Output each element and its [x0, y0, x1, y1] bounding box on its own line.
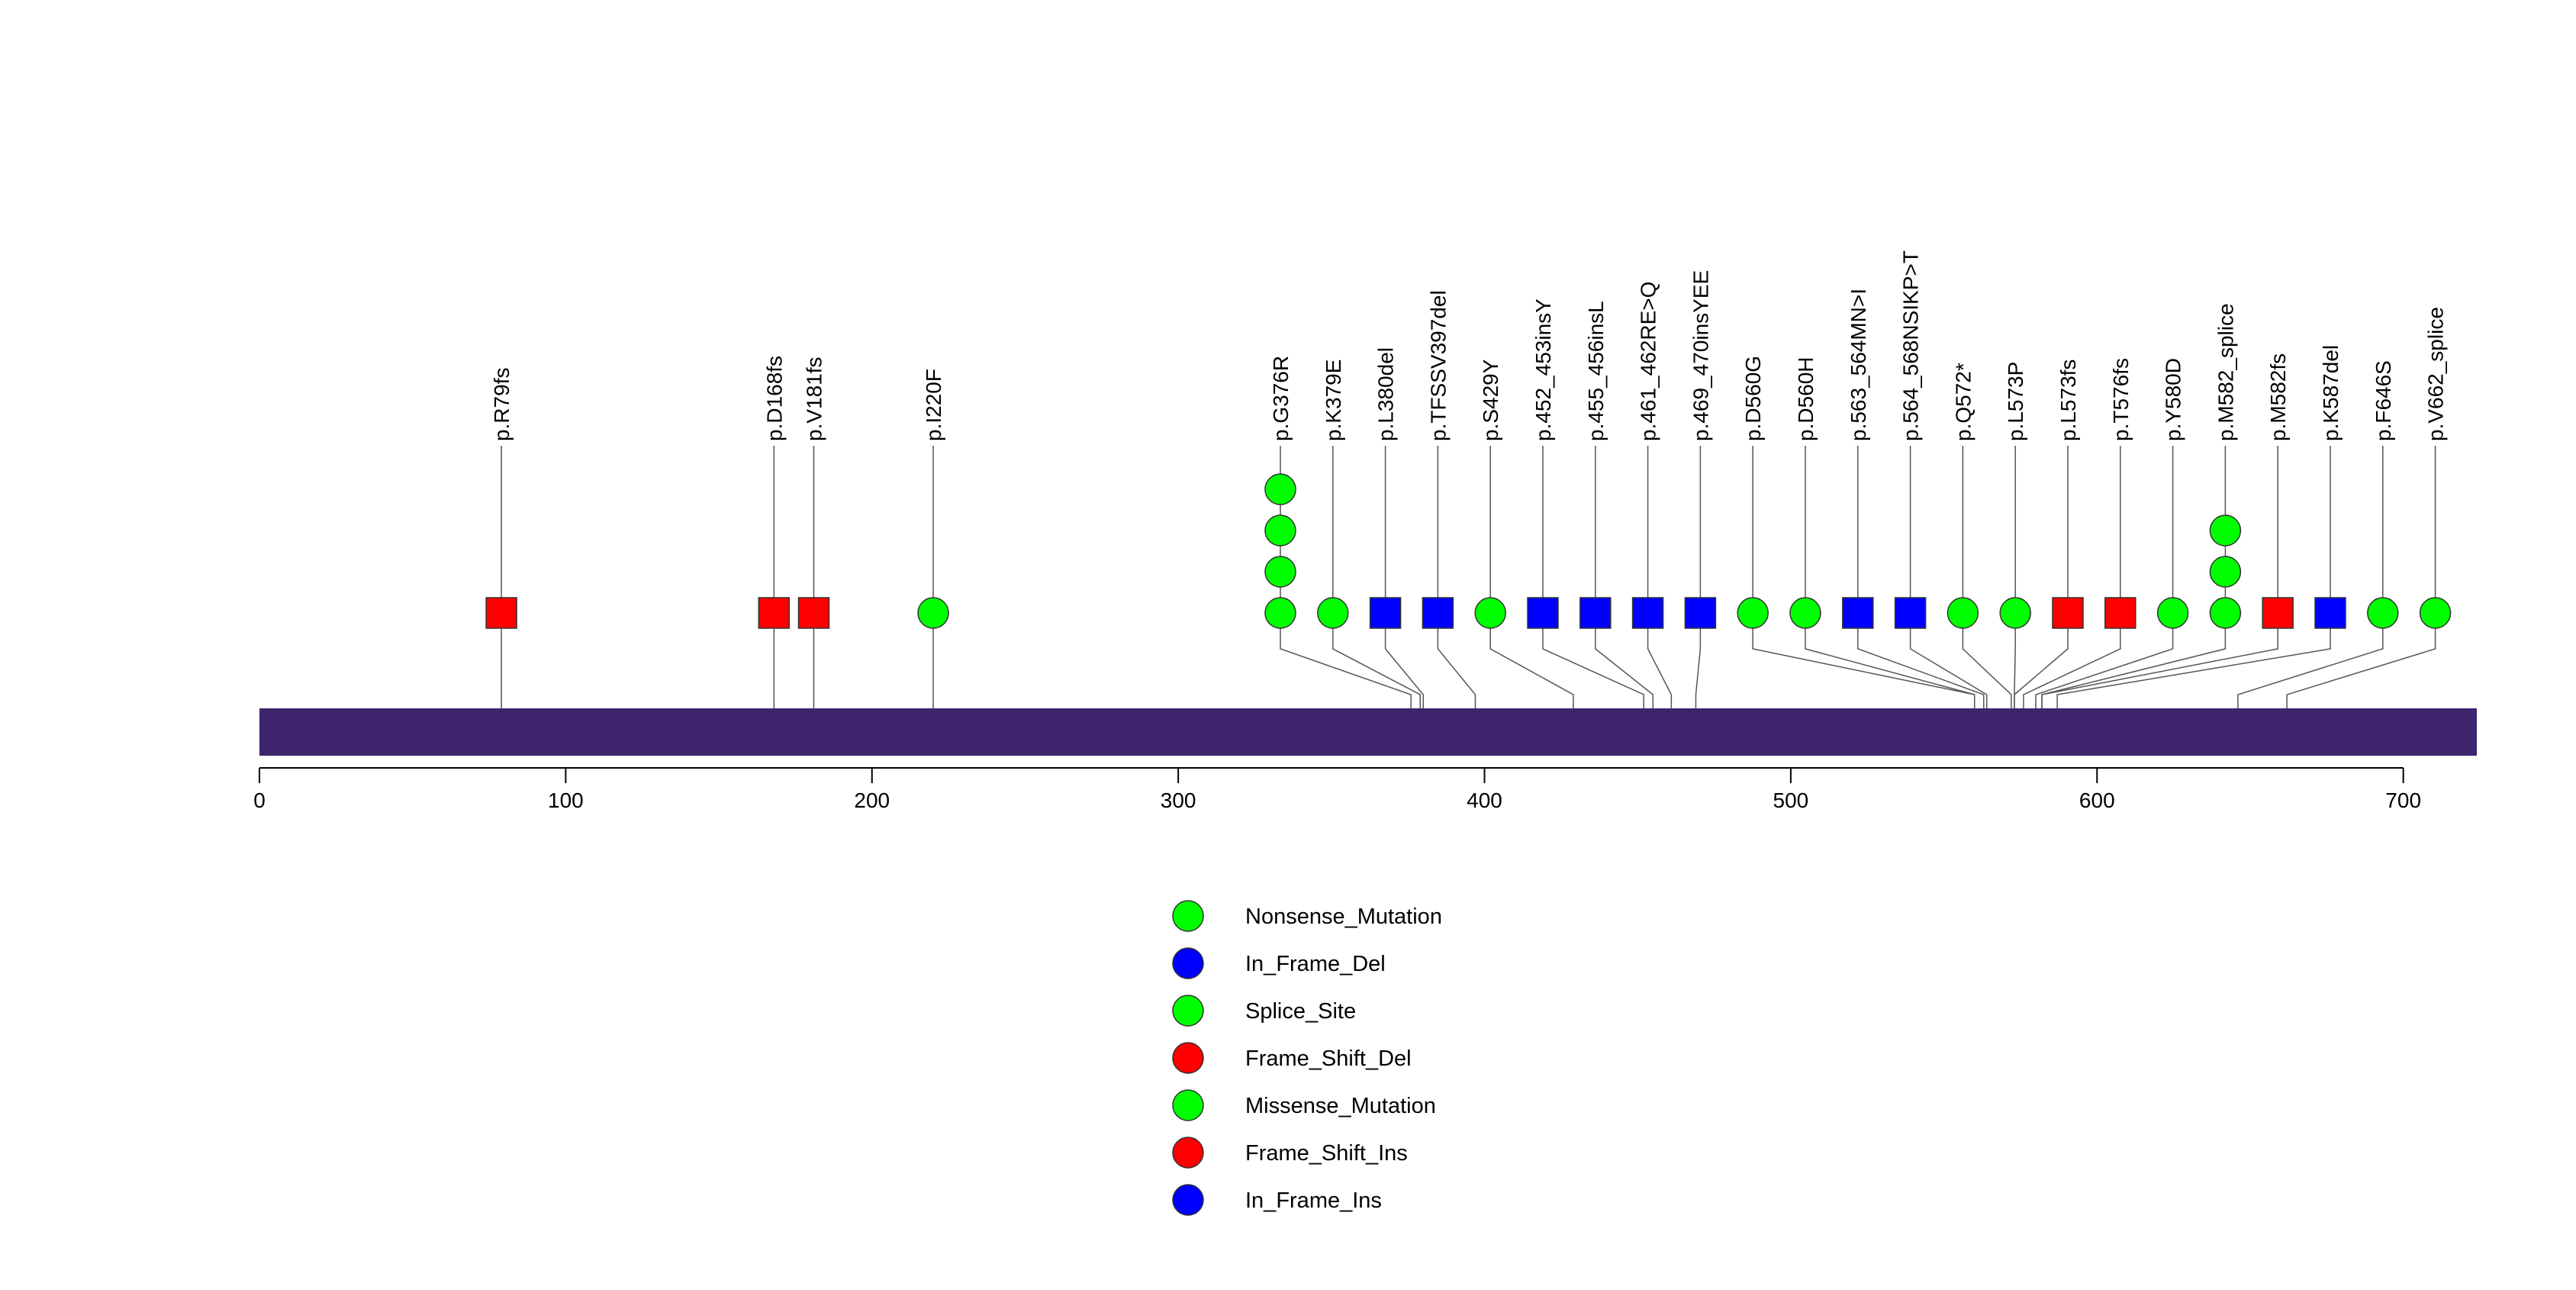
- legend-label: Frame_Shift_Ins: [1245, 1141, 1408, 1166]
- x-tick-label: 200: [854, 789, 890, 812]
- mutation-marker: [2262, 597, 2294, 629]
- mutation-label: p.D168fs: [762, 356, 786, 441]
- mutation-label: p.S429Y: [1479, 359, 1502, 441]
- x-tick-label: 500: [1773, 789, 1809, 812]
- legend-swatch: [1172, 1042, 1204, 1074]
- legend-label: Splice_Site: [1245, 999, 1356, 1024]
- protein-bar: [259, 708, 2477, 756]
- mutation-marker: [1684, 597, 1717, 629]
- mutation-marker: [1999, 597, 2031, 629]
- mutation-label: p.L573P: [2004, 362, 2027, 441]
- x-tick-label: 0: [253, 789, 266, 812]
- mutation-marker: [1369, 597, 1402, 629]
- mutation-label: p.D560H: [1794, 356, 1818, 441]
- mutation-marker: [1579, 597, 1612, 629]
- mutation-marker: [1317, 597, 1349, 629]
- mutation-label: p.TFSSV397del: [1426, 290, 1450, 441]
- mutation-label: p.R79fs: [490, 368, 514, 442]
- mutation-label: p.M582fs: [2266, 353, 2290, 441]
- mutation-marker: [1631, 597, 1664, 629]
- mutation-label: p.461_462RE>Q: [1637, 282, 1660, 441]
- mutation-label: p.563_564MN>I: [1847, 289, 1870, 441]
- mutation-label: p.Q572*: [1951, 363, 1975, 441]
- mutation-marker: [1946, 597, 1979, 629]
- mutation-marker: [1527, 597, 1559, 629]
- mutation-label: p.L573fs: [2056, 360, 2080, 441]
- mutation-marker: [2209, 514, 2242, 547]
- mutation-marker: [1264, 473, 1296, 505]
- mutation-label: p.G376R: [1269, 356, 1293, 441]
- mutation-label: p.452_453insY: [1531, 298, 1555, 441]
- legend-label: In_Frame_Ins: [1245, 1188, 1382, 1213]
- mutation-label: p.I220F: [922, 369, 945, 441]
- legend-swatch: [1172, 947, 1204, 979]
- mutation-marker: [2156, 597, 2189, 629]
- legend-swatch: [1172, 1184, 1204, 1216]
- mutation-marker: [1894, 597, 1927, 629]
- mutation-marker: [1789, 597, 1821, 629]
- legend: Nonsense_Mutation In_Frame_Del Splice_Site…: [1172, 900, 1442, 1216]
- legend-label: Frame_Shift_Del: [1245, 1047, 1412, 1071]
- mutation-marker: [485, 597, 517, 629]
- mutation-label: p.455_456insL: [1584, 301, 1608, 441]
- x-tick-label: 700: [2385, 789, 2421, 812]
- mutation-marker: [2104, 597, 2136, 629]
- mutation-marker: [1737, 597, 1769, 629]
- mutation-marker: [2052, 597, 2084, 629]
- legend-label: Missense_Mutation: [1245, 1094, 1436, 1118]
- mutation-marker: [1422, 597, 1454, 629]
- mutation-label: p.V181fs: [803, 356, 826, 441]
- legend-swatch: [1172, 995, 1204, 1027]
- mutation-label: p.F646S: [2372, 360, 2395, 441]
- mutation-label: p.Y580D: [2162, 358, 2185, 441]
- mutation-marker: [1264, 556, 1296, 588]
- mutation-marker: [2419, 597, 2452, 629]
- mutation-marker: [797, 597, 830, 629]
- mutation-marker: [917, 597, 949, 629]
- legend-swatch: [1172, 900, 1204, 932]
- mutation-label: p.K587del: [2319, 345, 2343, 441]
- mutation-markers: [485, 473, 2452, 629]
- mutation-marker: [2209, 597, 2242, 629]
- mutation-marker: [1264, 597, 1296, 629]
- mutation-marker: [2209, 556, 2242, 588]
- mutation-label: p.M582_splice: [2214, 303, 2237, 441]
- mutation-label: p.L380del: [1374, 347, 1398, 441]
- mutation-label: p.564_568NSIKP>T: [1899, 250, 1923, 441]
- legend-label: Nonsense_Mutation: [1245, 905, 1442, 929]
- x-tick-label: 600: [2079, 789, 2115, 812]
- mutation-labels: p.R79fs p.D168fs p.V181fs p.I220F p.G376R p.K…: [490, 250, 2448, 441]
- mutation-marker: [1842, 597, 1874, 629]
- mutation-marker: [1264, 514, 1296, 547]
- mutation-marker: [2314, 597, 2346, 629]
- mutation-label: p.T576fs: [2109, 358, 2133, 441]
- x-tick-label: 300: [1161, 789, 1196, 812]
- mutation-marker: [758, 597, 791, 629]
- mutation-label: p.V662_splice: [2424, 307, 2448, 441]
- legend-label: In_Frame_Del: [1245, 952, 1386, 976]
- mutation-label: p.D560G: [1741, 356, 1765, 441]
- x-axis: 0 100 200 300 400 500 600 700: [253, 767, 2421, 812]
- mutation-marker: [2367, 597, 2399, 629]
- x-tick-label: 400: [1467, 789, 1502, 812]
- legend-swatch: [1172, 1089, 1204, 1121]
- x-tick-label: 100: [548, 789, 584, 812]
- legend-swatch: [1172, 1137, 1204, 1169]
- mutation-marker: [1474, 597, 1506, 629]
- mutation-label: p.K379E: [1322, 360, 1345, 441]
- mutation-label: p.469_470insYEE: [1689, 270, 1712, 441]
